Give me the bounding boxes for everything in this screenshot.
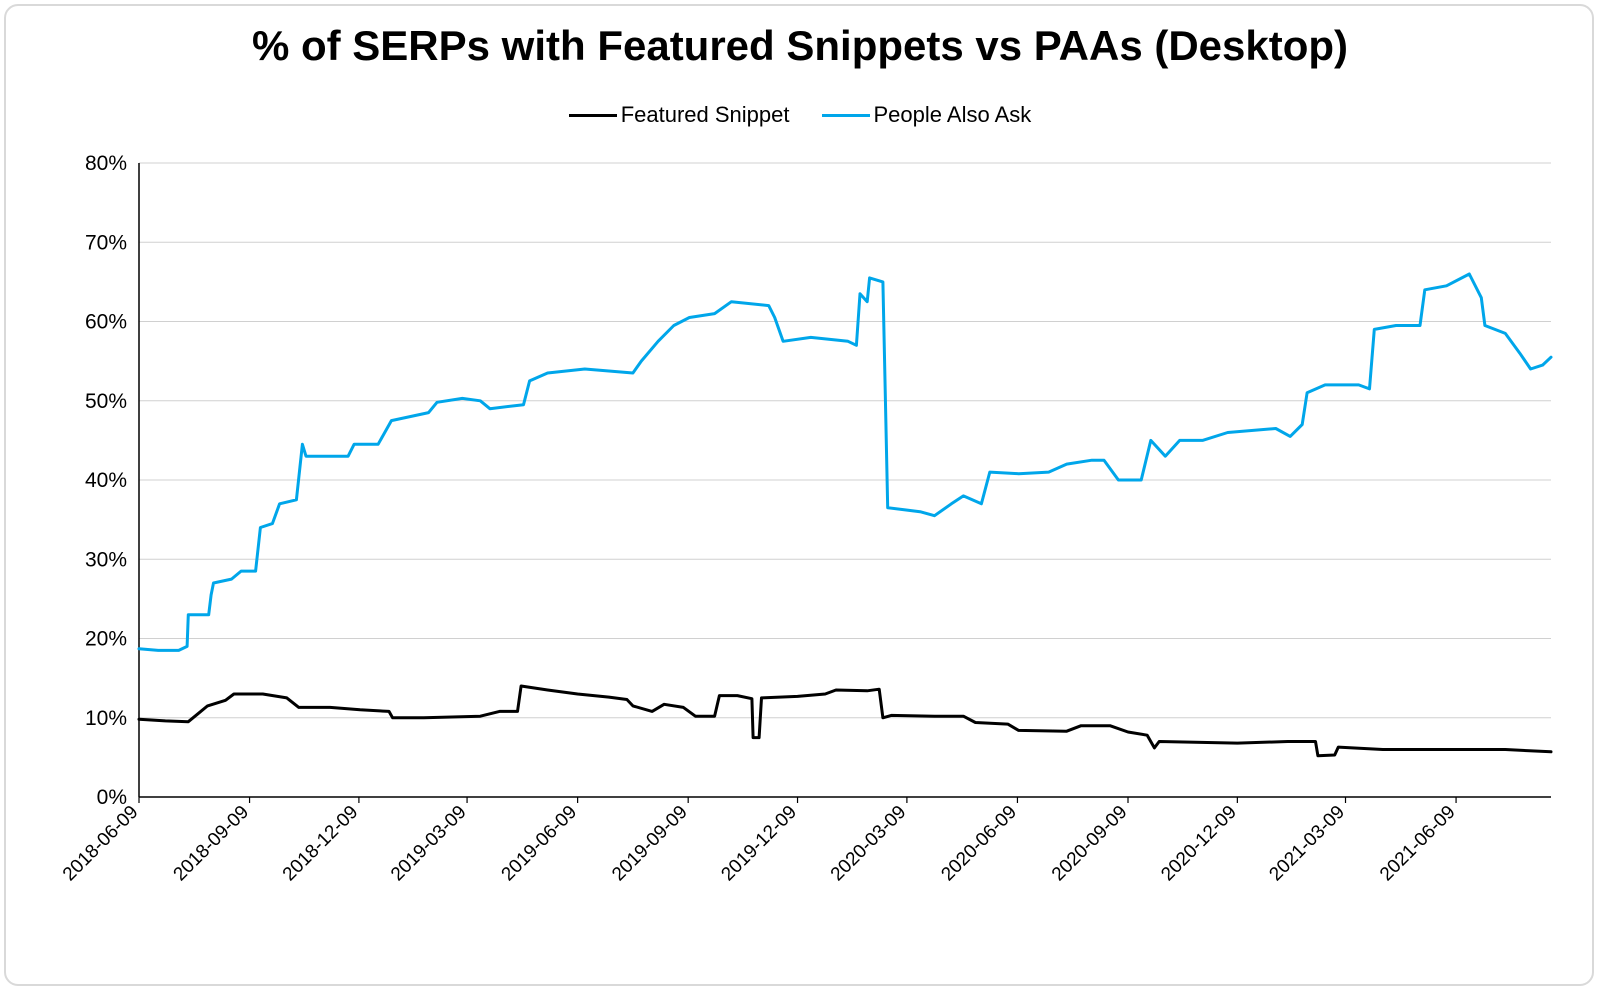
y-tick-label: 30% [85, 548, 127, 571]
legend-item-people-also-ask: People Also Ask [821, 102, 1032, 128]
chart-frame [4, 4, 1594, 986]
legend-label-featured-snippet: Featured Snippet [620, 102, 790, 127]
x-tick-label: 2021-06-09 [1376, 802, 1460, 886]
y-tick-label: 10% [85, 707, 127, 730]
y-tick-label: 80% [85, 152, 127, 175]
x-tick-label: 2019-12-09 [717, 802, 801, 886]
y-tick-label: 20% [85, 628, 127, 651]
legend-swatch-featured-snippet [568, 113, 617, 117]
y-tick-label: 0% [97, 786, 127, 809]
x-tick-label: 2019-03-09 [387, 802, 471, 886]
y-tick-label: 50% [85, 390, 127, 413]
legend-swatch-people-also-ask [821, 113, 870, 117]
series-line-people-also-ask [137, 272, 1553, 652]
legend-label-people-also-ask: People Also Ask [873, 102, 1032, 127]
x-tick-label: 2019-06-09 [498, 802, 582, 886]
x-tick-label: 2020-12-09 [1157, 802, 1241, 886]
x-tick-label: 2019-09-09 [608, 802, 692, 886]
chart-legend: Featured Snippet People Also Ask [0, 100, 1600, 130]
series-line-featured-snippet [137, 684, 1553, 758]
x-tick-label: 2021-03-09 [1265, 802, 1349, 886]
x-tick-label: 2020-09-09 [1048, 802, 1132, 886]
x-tick-label: 2020-03-09 [827, 802, 911, 886]
legend-item-featured-snippet: Featured Snippet [568, 102, 790, 128]
y-tick-label: 40% [85, 469, 127, 492]
y-tick-label: 70% [85, 231, 127, 254]
x-tick-label: 2020-06-09 [937, 802, 1021, 886]
x-tick-label: 2018-06-09 [59, 802, 143, 886]
x-tick-label: 2018-12-09 [279, 802, 363, 886]
x-tick-label: 2018-09-09 [170, 802, 254, 886]
y-tick-label: 60% [85, 311, 127, 334]
chart-title: % of SERPs with Featured Snippets vs PAA… [251, 22, 1349, 69]
